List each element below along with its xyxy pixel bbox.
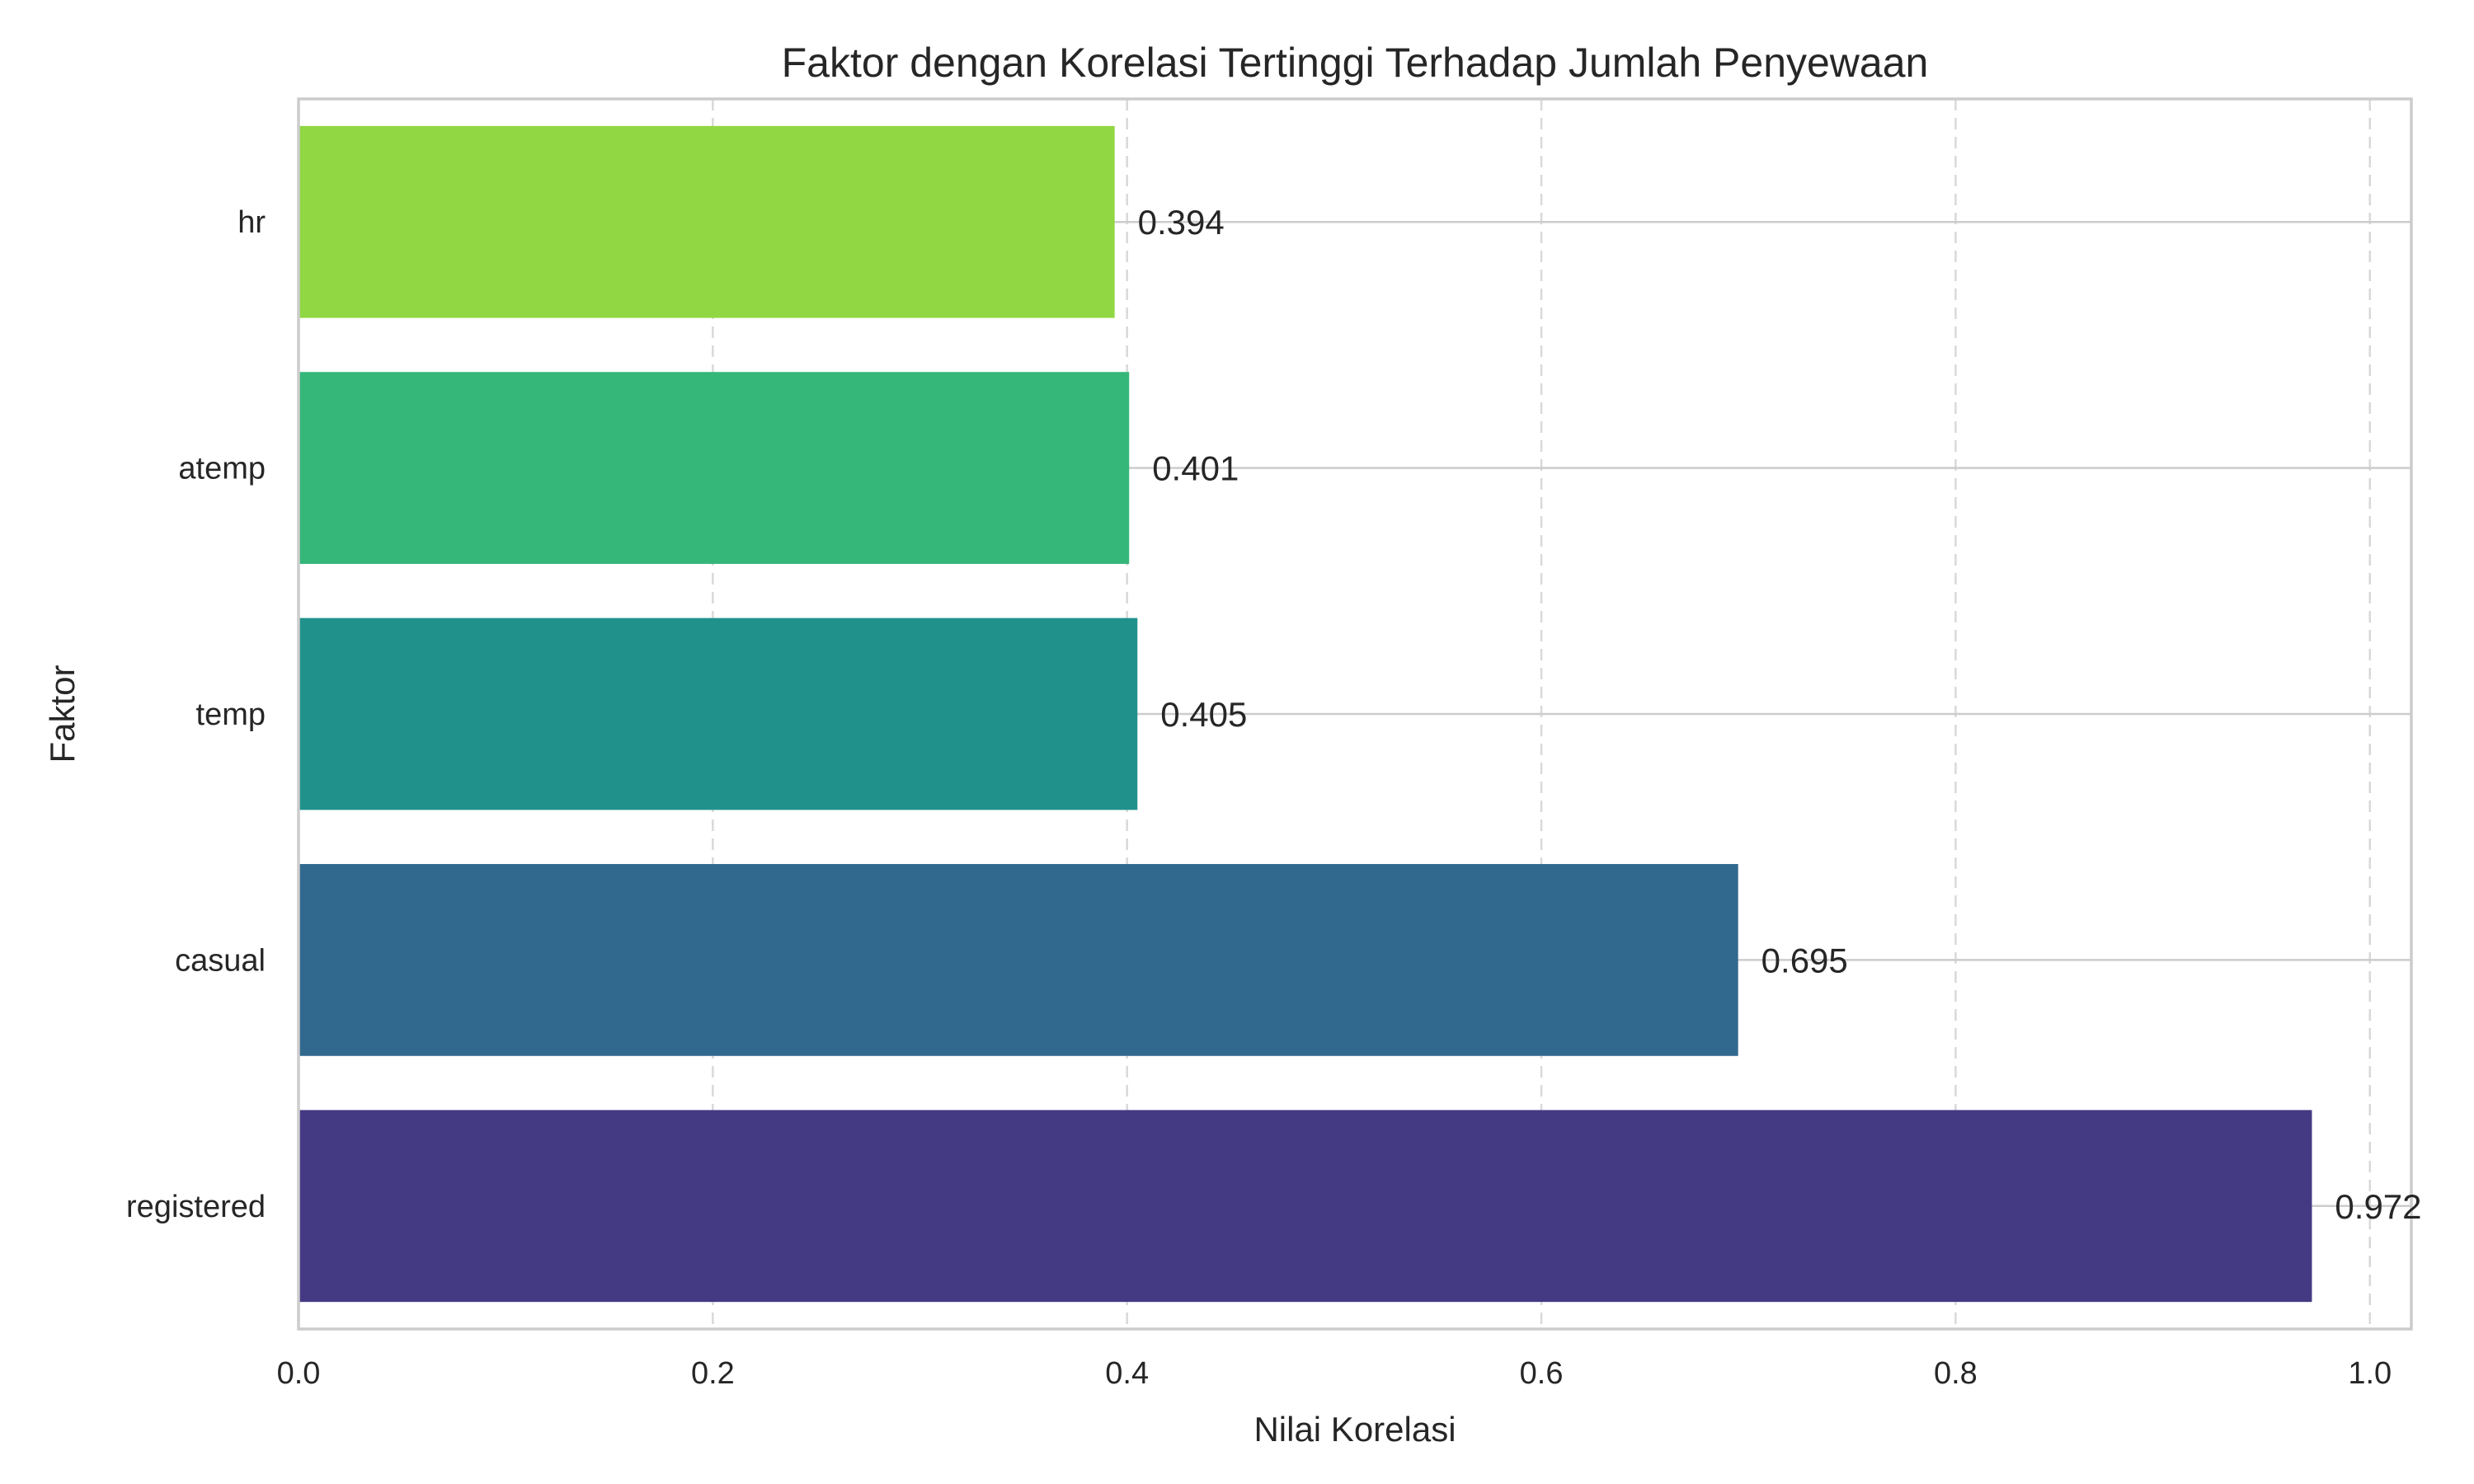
bar-temp (299, 618, 1138, 810)
x-tick-label: 0.6 (1520, 1356, 1564, 1391)
x-tick-label: 1.0 (2348, 1356, 2392, 1391)
value-label: 0.972 (2335, 1187, 2421, 1226)
x-tick-labels: 0.0 0.2 0.4 0.6 0.8 1.0 (277, 1356, 2392, 1391)
bar-casual (299, 864, 1738, 1056)
y-tick-label: atemp (178, 452, 266, 486)
y-tick-labels: registered casual temp atemp hr (126, 205, 266, 1224)
value-label: 0.695 (1761, 941, 1848, 979)
x-tick-label: 0.0 (277, 1356, 321, 1391)
value-label: 0.405 (1160, 695, 1247, 734)
chart-title: Faktor dengan Korelasi Tertinggi Terhada… (782, 40, 1929, 86)
x-axis-label: Nilai Korelasi (1253, 1410, 1456, 1449)
bar-registered (299, 1110, 2312, 1303)
value-labels: 0.972 0.695 0.405 0.401 0.394 (1138, 203, 2422, 1226)
y-tick-label: temp (196, 697, 266, 732)
bars (299, 125, 2312, 1303)
value-label: 0.401 (1152, 449, 1239, 488)
y-axis-label: Faktor (43, 665, 82, 763)
x-tick-label: 0.8 (1934, 1356, 1978, 1391)
x-tick-label: 0.2 (691, 1356, 735, 1391)
x-tick-label: 0.4 (1105, 1356, 1149, 1391)
y-tick-label: casual (175, 943, 266, 978)
value-label: 0.394 (1138, 203, 1225, 242)
bar-atemp (299, 372, 1130, 564)
plot-frame (297, 97, 2413, 1331)
y-tick-label: hr (238, 205, 266, 240)
y-tick-label: registered (126, 1190, 266, 1224)
bar-hr (299, 125, 1115, 318)
